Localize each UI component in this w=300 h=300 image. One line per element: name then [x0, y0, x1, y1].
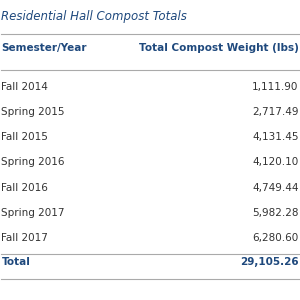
Text: Fall 2014: Fall 2014 — [2, 82, 48, 92]
Text: Total: Total — [2, 257, 30, 267]
Text: 4,120.10: 4,120.10 — [252, 158, 298, 167]
Text: Semester/Year: Semester/Year — [2, 43, 87, 53]
Text: 5,982.28: 5,982.28 — [252, 208, 298, 218]
Text: 1,111.90: 1,111.90 — [252, 82, 298, 92]
Text: Fall 2017: Fall 2017 — [2, 233, 48, 243]
Text: 2,717.49: 2,717.49 — [252, 107, 298, 117]
Text: 4,749.44: 4,749.44 — [252, 183, 298, 193]
Text: Residential Hall Compost Totals: Residential Hall Compost Totals — [2, 10, 187, 23]
Text: 29,105.26: 29,105.26 — [240, 257, 298, 267]
Text: 6,280.60: 6,280.60 — [252, 233, 298, 243]
Text: Spring 2017: Spring 2017 — [2, 208, 65, 218]
Text: Spring 2016: Spring 2016 — [2, 158, 65, 167]
Text: 4,131.45: 4,131.45 — [252, 132, 298, 142]
Text: Total Compost Weight (lbs): Total Compost Weight (lbs) — [139, 43, 298, 53]
Text: Spring 2015: Spring 2015 — [2, 107, 65, 117]
Text: Fall 2015: Fall 2015 — [2, 132, 48, 142]
Text: Fall 2016: Fall 2016 — [2, 183, 48, 193]
